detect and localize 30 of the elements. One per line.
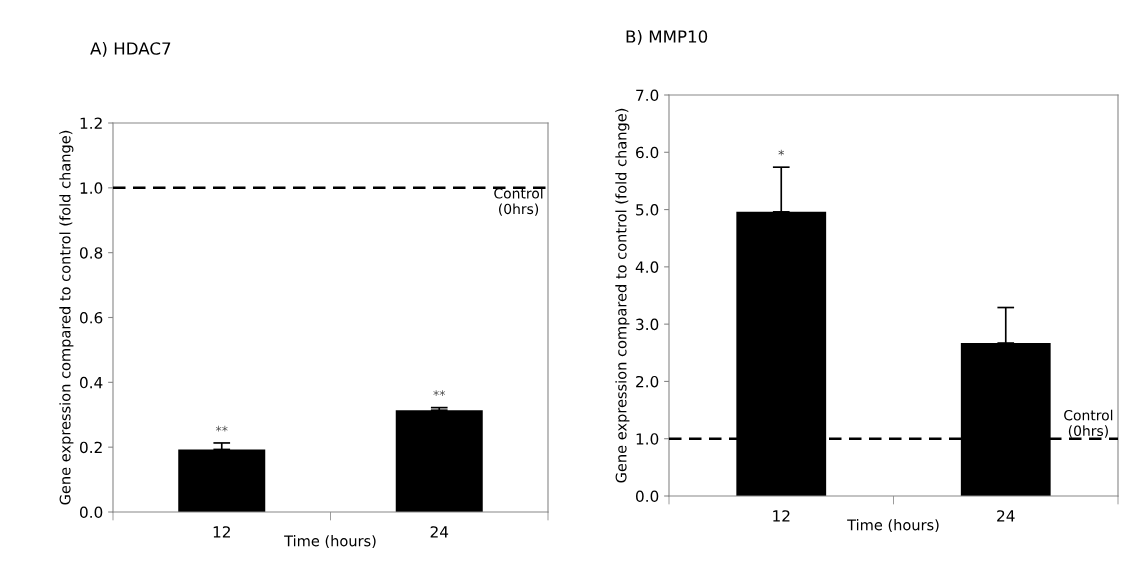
x-axis-title: Time (hours): [847, 519, 939, 533]
annotation: **: [215, 425, 228, 432]
y-tick-label: 0.0: [79, 506, 103, 519]
y-tick-label: 0.8: [79, 247, 103, 259]
annotation: *: [778, 149, 784, 156]
y-tick-label: 5.0: [636, 204, 659, 216]
y-tick-label: 1.2: [80, 117, 102, 129]
y-tick-label: 1.0: [636, 433, 659, 445]
y-tick-label: 1.0: [80, 182, 103, 194]
chart-title: B) MMP10: [626, 29, 708, 45]
ref-line-label: Control (0hrs): [494, 187, 543, 216]
y-tick-label: 6.0: [636, 146, 659, 159]
x-tick-label: 12: [773, 510, 790, 522]
y-tick-label: 0.6: [79, 311, 103, 324]
x-tick-label: 24: [430, 526, 449, 538]
y-tick-label: 0.0: [635, 490, 659, 503]
y-tick-label: 2.0: [636, 375, 659, 388]
chart-title: A) HDAC7: [90, 41, 171, 57]
y-tick-label: 4.0: [635, 261, 659, 273]
y-tick-label: 0.4: [79, 376, 103, 389]
ref-line-label: Control (0hrs): [1064, 409, 1113, 438]
y-tick-label: 0.2: [79, 441, 102, 454]
y-tick-label: 3.0: [636, 318, 659, 331]
x-tick-label: 12: [213, 526, 230, 538]
y-axis-title: Gene expression compared to control (fold change): [59, 130, 74, 505]
annotation: **: [433, 390, 446, 396]
x-tick-label: 24: [997, 510, 1015, 522]
y-tick-label: 7.0: [636, 89, 659, 102]
y-axis-title: Gene expression compared to control (fold change): [615, 108, 630, 483]
x-axis-title: Time (hours): [284, 535, 376, 549]
